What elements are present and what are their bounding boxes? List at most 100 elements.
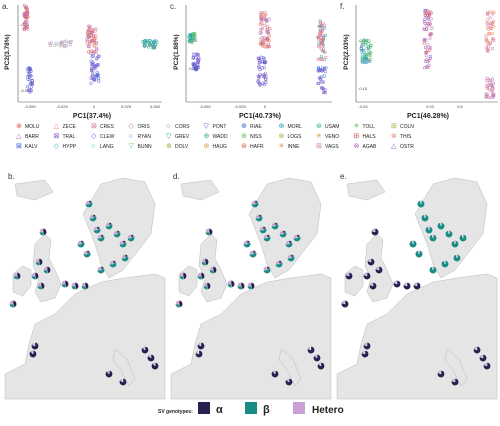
legend-population-label: TOLL — [363, 124, 376, 130]
pca-panel-c: c. PC2(1.88%) -0.05 -0.10 -0.050 -0.025 … — [170, 2, 332, 120]
legend-population-label: THIS — [400, 134, 412, 140]
legend-population-label: BARR — [25, 134, 39, 140]
legend-population-label: HALS — [363, 134, 377, 140]
pca-point — [90, 54, 94, 59]
pca-point — [491, 38, 495, 42]
pca-c-xtick-3: 0 — [264, 104, 267, 109]
legend-symbol-icon: ▽ — [204, 123, 210, 130]
pca-point — [88, 51, 93, 56]
pca-point — [490, 90, 494, 94]
pca-c-ylabel: PC2(1.88%) — [173, 34, 180, 69]
pca-point — [91, 34, 95, 39]
pca-point — [484, 45, 489, 50]
pca-point — [260, 21, 264, 25]
pca-a-xlabel: PC1(37.4%) — [73, 113, 111, 120]
pca-point — [321, 66, 325, 70]
pca-point — [152, 39, 156, 43]
pca-point — [491, 12, 495, 16]
legend-population-label: ZECE — [63, 124, 77, 130]
pie-slice — [287, 255, 295, 262]
pca-point — [320, 33, 324, 38]
pca-point — [490, 86, 495, 90]
legend-population-label: LOGS — [288, 134, 303, 140]
pie-slice — [119, 240, 124, 245]
pca-point — [94, 64, 98, 68]
pca-point — [193, 36, 197, 40]
pca-point — [86, 28, 90, 32]
pca-point — [23, 21, 27, 26]
pca-point — [143, 40, 147, 45]
pca-point — [367, 45, 371, 49]
pca-point — [428, 56, 432, 61]
pie-slice — [113, 230, 118, 235]
pca-point — [484, 95, 488, 99]
pca-point — [428, 54, 433, 58]
pca-c-xtick-1: -0.050 — [199, 104, 211, 109]
pca-point — [28, 75, 32, 79]
pca-point — [363, 43, 368, 47]
pca-point — [488, 78, 493, 82]
pca-point — [316, 57, 320, 62]
pca-point — [263, 36, 267, 40]
pca-point — [58, 44, 62, 48]
pca-point — [187, 35, 191, 39]
pie-slice — [417, 200, 425, 208]
pca-point — [28, 88, 32, 92]
legend-population-label: NISS — [250, 134, 262, 140]
legend-symbol-icon: ✳ — [279, 142, 285, 150]
legend-symbol-icon: ⊗ — [354, 143, 360, 150]
pie-slice — [237, 282, 242, 287]
legend-population-label: BUNN — [138, 144, 153, 150]
pie-slice — [255, 215, 263, 222]
pie-slice — [251, 200, 256, 205]
pca-a-xtick-3: 0 — [93, 104, 96, 109]
legend-symbol-icon: ⊕ — [204, 143, 210, 150]
pie-slice — [479, 354, 484, 359]
pca-point — [257, 65, 261, 69]
pca-point — [369, 43, 373, 47]
pca-point — [427, 45, 431, 49]
legend-symbol-icon: ○ — [129, 133, 133, 140]
legend-symbol-icon: ⊛ — [241, 143, 247, 150]
pie-slice — [279, 230, 284, 235]
pie-slice — [249, 251, 257, 258]
pie-slice — [197, 272, 202, 277]
pca-a-ylabel: PC2(3.78%) — [4, 34, 11, 69]
legend-population-label: CLEW — [100, 134, 115, 140]
pca-point — [485, 76, 489, 80]
pca-point — [426, 42, 430, 46]
pca-point — [26, 88, 30, 92]
pca-point — [97, 79, 101, 83]
pie-slice — [345, 272, 350, 277]
pca-a-ytick-2: -0.10 — [20, 88, 30, 93]
pie-slice — [429, 266, 437, 274]
pie-slice — [243, 241, 251, 248]
pca-point — [86, 33, 90, 37]
pca-point — [92, 44, 96, 48]
pca-point — [26, 74, 30, 79]
pie-slice — [459, 234, 467, 242]
pca-point — [318, 31, 322, 35]
pie-slice — [249, 250, 254, 255]
pca-point — [262, 40, 266, 44]
pie-slice — [83, 251, 91, 258]
pca-point — [259, 14, 263, 18]
pca-point — [59, 40, 64, 44]
pca-point — [192, 61, 197, 66]
pie-slice — [127, 234, 132, 239]
pca-point — [28, 82, 32, 86]
legend-symbol-icon: ◇ — [129, 123, 135, 130]
pca-point — [258, 60, 262, 65]
pca-point — [53, 43, 57, 47]
pca-point — [196, 60, 201, 65]
pca-point — [259, 12, 263, 16]
pca-point — [430, 26, 434, 30]
pca-point — [320, 80, 324, 84]
pca-a-points — [22, 3, 159, 94]
pie-slice — [271, 222, 276, 227]
pca-point — [423, 21, 427, 26]
pca-point — [189, 33, 193, 37]
pie-slice — [251, 201, 259, 208]
pca-point — [194, 52, 198, 56]
pca-point — [362, 40, 366, 44]
